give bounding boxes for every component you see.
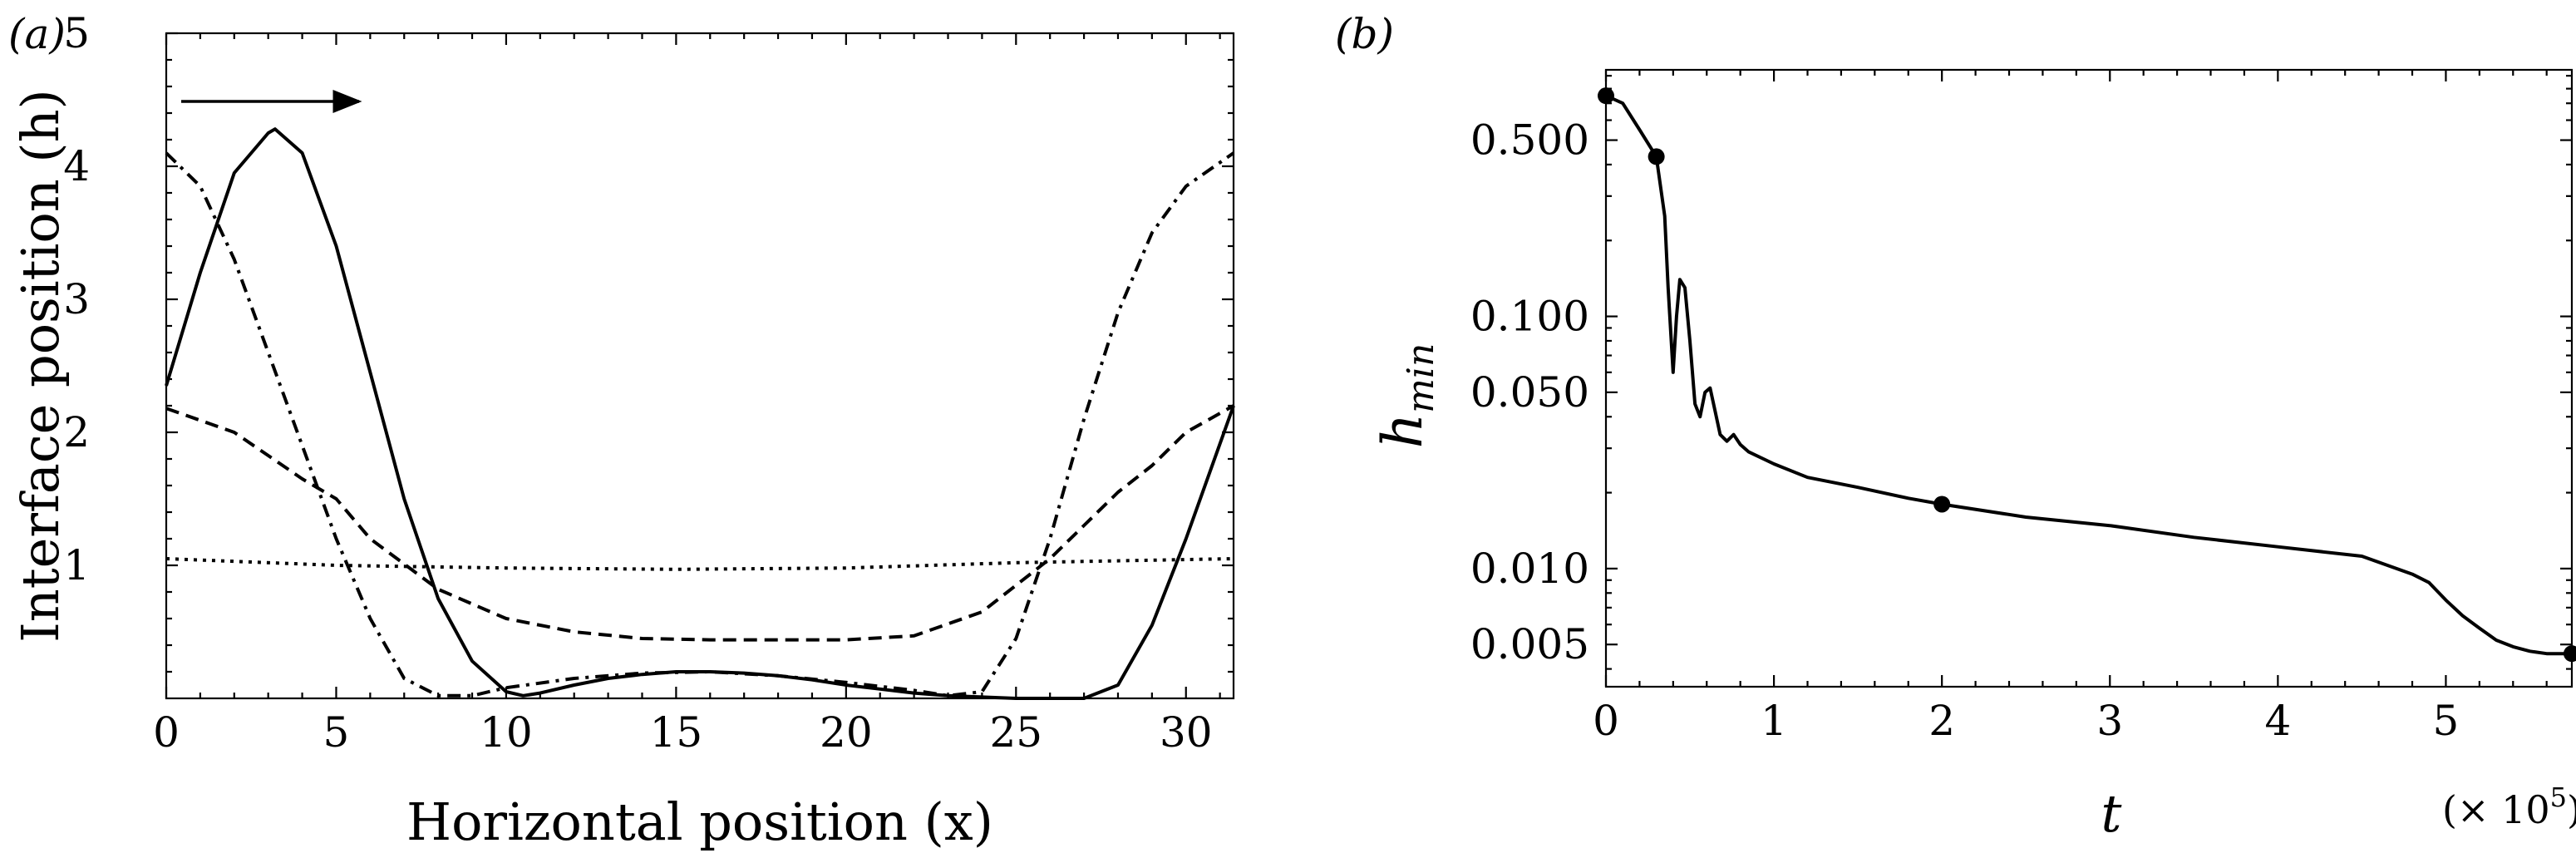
b-xtick-label: 4 [2264, 697, 2291, 745]
a-ytick-label: 3 [63, 275, 90, 323]
a-xtick-label: 15 [650, 708, 703, 757]
panel-b-label: (b) [1335, 10, 1394, 58]
a-series-dash-dot [165, 151, 1235, 698]
panel-b-x-multiplier: (× 105) [2442, 782, 2576, 832]
panel-a-ticks: 0 5 10 15 20 25 30 1 2 3 4 5 [63, 9, 1234, 757]
a-series-dashed [165, 404, 1234, 642]
b-snapshot-marker [2564, 645, 2576, 663]
a-ytick-label: 2 [63, 408, 90, 456]
panel-b-ylabel-subscript: min [1400, 343, 1442, 413]
panel-b-ticks: 0 1 2 3 4 5 0.500 0.100 0.050 0.010 0.005 [1470, 70, 2572, 745]
panel-b-markers [1598, 87, 2576, 663]
panel-a-series [165, 127, 1235, 700]
a-series-dotted [165, 557, 1234, 571]
panel-b-ylabel: hmin [1371, 343, 1442, 449]
panel-b: (b) 0 1 2 3 4 5 0.500 0.100 0.050 0.010 0.005 t hm… [1335, 10, 2576, 844]
b-snapshot-marker [1933, 496, 1951, 513]
panel-b-ylabel-main: h [1371, 413, 1435, 449]
panel-a: (a) 0 5 10 15 20 25 30 1 2 3 4 5 Horizontal positio… [8, 9, 1235, 852]
b-xtick-label: 0 [1593, 697, 1619, 745]
b-xtick-label: 5 [2433, 697, 2460, 745]
b-ytick-label: 0.500 [1470, 116, 1589, 165]
a-xtick-label: 5 [323, 708, 350, 757]
a-xtick-label: 20 [820, 708, 873, 757]
svg-text:hmin: hmin [1371, 343, 1442, 449]
a-ytick-label: 4 [63, 142, 90, 190]
panel-a-label: (a) [8, 10, 66, 58]
panel-a-xlabel: Horizontal position (x) [406, 791, 993, 852]
b-ytick-label: 0.010 [1470, 545, 1589, 593]
panel-a-ylabel: Interface position (h) [10, 89, 71, 642]
b-ytick-label: 0.050 [1470, 368, 1589, 417]
b-series-hmin [1605, 94, 2572, 656]
b-ytick-label: 0.005 [1470, 620, 1589, 668]
b-snapshot-marker [1598, 87, 1614, 105]
panel-a-plot-frame [165, 32, 1235, 700]
b-xtick-label: 3 [2096, 697, 2123, 745]
panel-b-xlabel: t [2101, 783, 2122, 844]
panel-b-plot-frame [1604, 68, 2574, 688]
a-xtick-label: 0 [153, 708, 180, 757]
b-snapshot-marker [1648, 148, 1665, 165]
a-xtick-label: 10 [480, 708, 533, 757]
a-xtick-label: 25 [989, 708, 1042, 757]
a-ytick-label: 5 [63, 9, 90, 57]
a-ytick-label: 1 [63, 541, 90, 589]
a-series-solid [165, 127, 1235, 700]
panel-b-series [1605, 94, 2572, 656]
b-ytick-label: 0.100 [1470, 293, 1589, 341]
b-xtick-label: 1 [1761, 697, 1787, 745]
b-xtick-label: 2 [1928, 697, 1955, 745]
a-xtick-label: 30 [1160, 708, 1213, 757]
